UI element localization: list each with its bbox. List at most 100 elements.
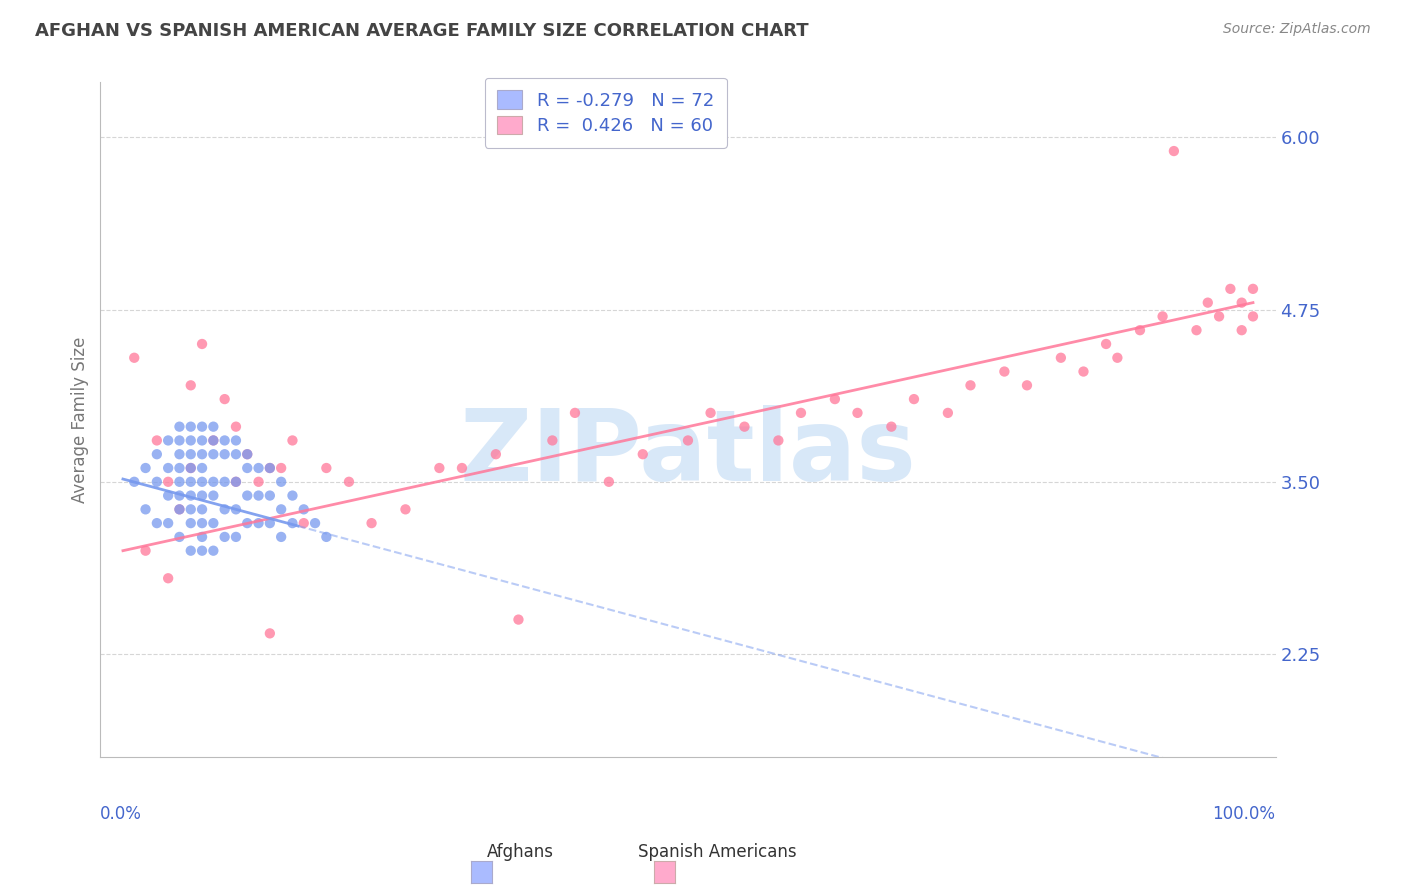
Point — [993, 365, 1015, 379]
Point — [169, 489, 191, 503]
Point — [225, 475, 247, 489]
Point — [824, 392, 846, 406]
Point — [1230, 323, 1253, 337]
Point — [485, 447, 508, 461]
Point — [259, 489, 281, 503]
Text: Source: ZipAtlas.com: Source: ZipAtlas.com — [1223, 22, 1371, 37]
Point — [236, 461, 259, 475]
Point — [281, 434, 304, 448]
Point — [225, 447, 247, 461]
Point — [508, 613, 530, 627]
Point — [169, 434, 191, 448]
Point — [270, 461, 292, 475]
Point — [236, 516, 259, 530]
Point — [959, 378, 981, 392]
Point — [270, 502, 292, 516]
Point — [135, 461, 157, 475]
Point — [191, 337, 214, 351]
Point — [564, 406, 586, 420]
Point — [225, 502, 247, 516]
Point — [733, 419, 755, 434]
Point — [214, 475, 236, 489]
Point — [598, 475, 620, 489]
Point — [304, 516, 326, 530]
Point — [259, 461, 281, 475]
Point — [1129, 323, 1152, 337]
Point — [1163, 144, 1185, 158]
Point — [281, 489, 304, 503]
Point — [122, 351, 145, 365]
Point — [122, 475, 145, 489]
Point — [191, 447, 214, 461]
Point — [180, 502, 202, 516]
Point — [1197, 295, 1219, 310]
Point — [394, 502, 416, 516]
Point — [146, 475, 169, 489]
Point — [880, 419, 903, 434]
Point — [1015, 378, 1038, 392]
Point — [292, 516, 315, 530]
Point — [1095, 337, 1118, 351]
Point — [202, 516, 225, 530]
Point — [270, 530, 292, 544]
Point — [191, 434, 214, 448]
Point — [247, 489, 270, 503]
Point — [281, 516, 304, 530]
Point — [247, 461, 270, 475]
Point — [631, 447, 654, 461]
Point — [236, 447, 259, 461]
Text: Afghans: Afghans — [486, 843, 554, 861]
Point — [169, 475, 191, 489]
Point — [157, 434, 180, 448]
Point — [169, 461, 191, 475]
Point — [225, 434, 247, 448]
Point — [180, 434, 202, 448]
Point — [236, 447, 259, 461]
Point — [157, 475, 180, 489]
Point — [214, 447, 236, 461]
Point — [202, 475, 225, 489]
Point — [146, 434, 169, 448]
Point — [135, 502, 157, 516]
Point — [1185, 323, 1208, 337]
Point — [1241, 310, 1264, 324]
Point — [169, 502, 191, 516]
Point — [214, 502, 236, 516]
Point — [180, 419, 202, 434]
Point — [236, 489, 259, 503]
Text: ZIPatlas: ZIPatlas — [460, 405, 917, 502]
Point — [1152, 310, 1174, 324]
Point — [315, 461, 337, 475]
Y-axis label: Average Family Size: Average Family Size — [72, 336, 89, 503]
Point — [135, 543, 157, 558]
Point — [202, 419, 225, 434]
Point — [214, 392, 236, 406]
Point — [699, 406, 721, 420]
Point — [146, 447, 169, 461]
Point — [157, 571, 180, 585]
Point — [191, 475, 214, 489]
Point — [180, 378, 202, 392]
Point — [180, 489, 202, 503]
Point — [214, 530, 236, 544]
Legend: R = -0.279   N = 72, R =  0.426   N = 60: R = -0.279 N = 72, R = 0.426 N = 60 — [485, 78, 727, 148]
Point — [270, 475, 292, 489]
Point — [1208, 310, 1230, 324]
Point — [790, 406, 813, 420]
Point — [202, 434, 225, 448]
Point — [315, 530, 337, 544]
Point — [541, 434, 564, 448]
Point — [936, 406, 959, 420]
Point — [191, 489, 214, 503]
Point — [191, 419, 214, 434]
Point — [247, 475, 270, 489]
Point — [180, 516, 202, 530]
Text: AFGHAN VS SPANISH AMERICAN AVERAGE FAMILY SIZE CORRELATION CHART: AFGHAN VS SPANISH AMERICAN AVERAGE FAMIL… — [35, 22, 808, 40]
Point — [903, 392, 925, 406]
Text: Spanish Americans: Spanish Americans — [638, 843, 796, 861]
Point — [676, 434, 699, 448]
Point — [1050, 351, 1073, 365]
Point — [259, 516, 281, 530]
Point — [337, 475, 360, 489]
Point — [247, 516, 270, 530]
